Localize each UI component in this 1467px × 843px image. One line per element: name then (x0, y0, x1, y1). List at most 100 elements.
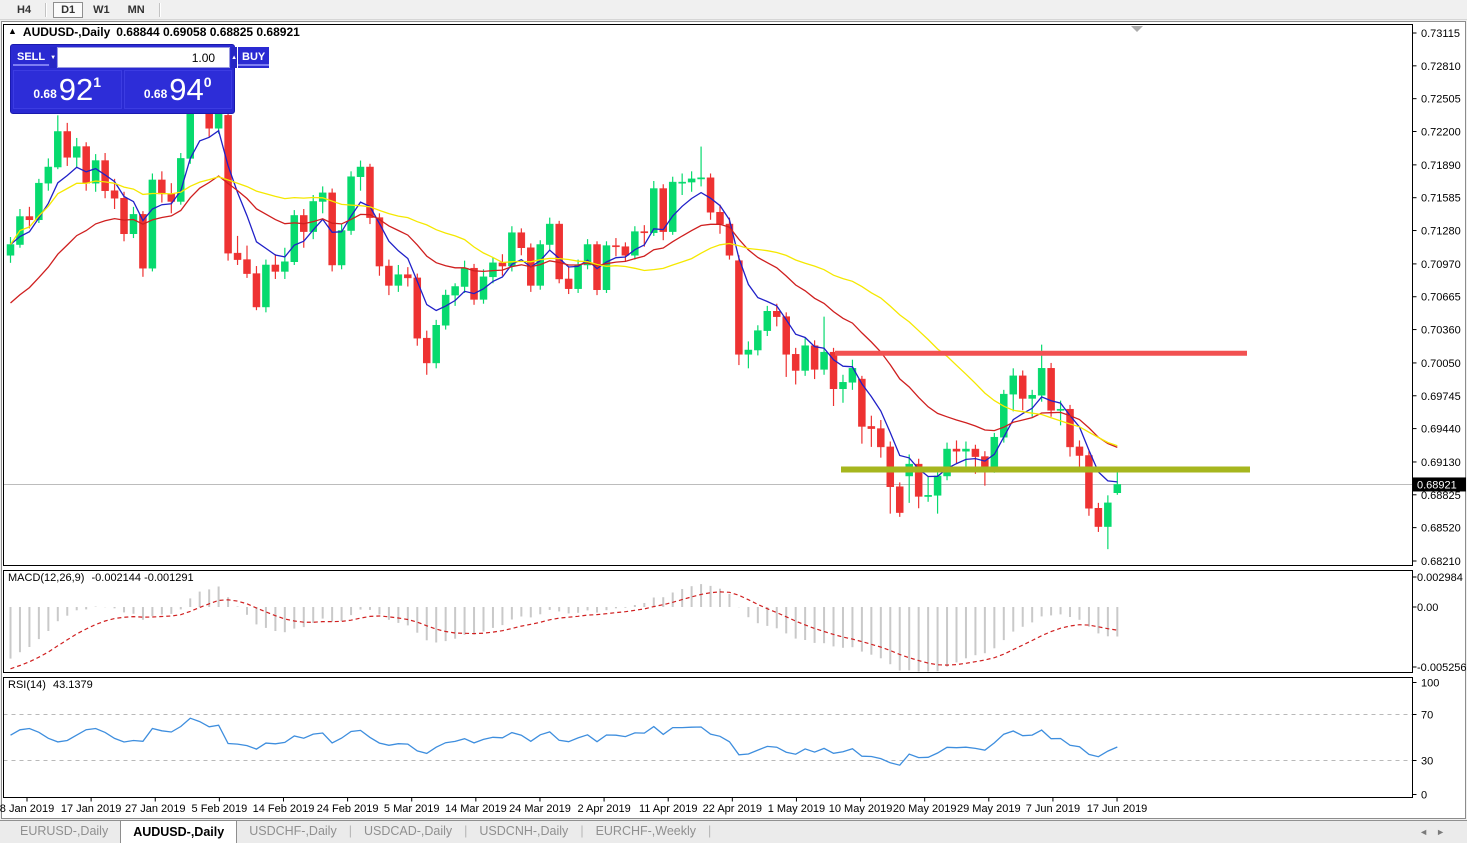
candle (952, 448, 961, 452)
tab-scroll-right-icon[interactable]: ► (1436, 827, 1453, 837)
symbol-period-label: AUDUSD-,Daily (22, 25, 111, 39)
candle (1094, 508, 1103, 527)
volume-increase-button[interactable]: ▲ (231, 47, 238, 68)
chart-tab-eurusd-daily[interactable]: EURUSD-,Daily (20, 824, 109, 838)
candle (782, 316, 790, 355)
candle (91, 160, 100, 184)
candle (394, 274, 403, 286)
candle (233, 252, 242, 260)
candle (158, 179, 166, 195)
date-tick-label: 2 Apr 2019 (577, 803, 630, 815)
chart-tab-usdchf-daily[interactable]: USDCHF-,Daily (249, 824, 337, 838)
tab-scroll-arrows[interactable]: ◄► (1419, 827, 1453, 837)
date-tick-label: 8 Jan 2019 (0, 803, 54, 815)
candle (110, 190, 119, 199)
candle (962, 448, 970, 452)
volume-decrease-button[interactable]: ▼ (50, 47, 57, 68)
candle (139, 214, 147, 269)
candle (914, 463, 923, 497)
collapse-panel-icon[interactable]: ▲ (8, 26, 17, 36)
toolbar-separator (158, 2, 161, 17)
chart-shift-marker-icon[interactable] (1131, 26, 1143, 32)
price-tick-label: 0.68210 (1421, 556, 1461, 568)
candle (1037, 368, 1046, 396)
candle (829, 351, 838, 390)
price-tick-label: 0.71585 (1421, 193, 1461, 205)
candle (839, 382, 847, 390)
candle (583, 244, 592, 266)
svg-text:70: 70 (1421, 710, 1433, 722)
timeframe-button-w1[interactable]: W1 (93, 3, 110, 16)
timeframe-button-d1[interactable]: D1 (53, 1, 84, 18)
candle (1009, 375, 1018, 395)
price-tick-label: 0.68520 (1421, 523, 1461, 535)
price-tick-label: 0.73115 (1421, 28, 1460, 40)
candle (631, 231, 639, 256)
candle (120, 197, 128, 235)
timeframe-button-mn[interactable]: MN (127, 3, 145, 16)
timeframe-button-h4[interactable]: H4 (17, 3, 32, 16)
chart-tab-usdcad-daily[interactable]: USDCAD-,Daily (363, 824, 453, 838)
candle (754, 330, 762, 351)
candle (1085, 455, 1093, 509)
date-tick-label: 14 Feb 2019 (253, 803, 315, 815)
sell-price-button[interactable]: 0.68 92 1 (13, 70, 122, 109)
chart-tab-audusd-daily[interactable]: AUDUSD-,Daily (120, 820, 238, 843)
candle (214, 114, 223, 129)
price-tick-label: 0.68825 (1421, 490, 1461, 502)
candle (981, 456, 989, 468)
candle (489, 262, 497, 278)
candle (54, 131, 62, 168)
candle (990, 436, 999, 468)
candle (1000, 393, 1008, 438)
candle (1113, 484, 1122, 494)
buy-button[interactable]: BUY (238, 47, 270, 68)
candle (697, 177, 705, 180)
price-tick-label: 0.70970 (1421, 259, 1461, 271)
slow-ma-line (9, 176, 1118, 447)
macd-signal-line (10, 591, 1118, 670)
candle (385, 265, 393, 286)
date-axis: 8 Jan 2019 17 Jan 2019 27 Jan 2019 5 Feb 20… (0, 797, 1147, 815)
date-tick-label: 20 May 2019 (893, 803, 957, 815)
candle (668, 181, 677, 232)
candle (25, 216, 34, 221)
rsi-pane-border (3, 677, 1413, 798)
candle (791, 354, 800, 371)
price-tick-label: 0.71280 (1421, 226, 1461, 238)
candle (848, 368, 857, 383)
candle (1066, 408, 1074, 448)
candle (725, 223, 734, 256)
tab-scroll-left-icon[interactable]: ◄ (1419, 827, 1437, 837)
chart-tab-usdcnh-daily[interactable]: USDCNH-,Daily (479, 824, 569, 838)
candle (933, 475, 942, 496)
candle (1075, 446, 1084, 456)
candle (129, 214, 138, 235)
candle (44, 166, 53, 184)
candle (1047, 368, 1055, 411)
volume-input[interactable] (57, 47, 231, 68)
date-tick-label: 17 Jan 2019 (61, 803, 122, 815)
candle (555, 223, 563, 280)
date-tick-label: 7 Jun 2019 (1026, 803, 1080, 815)
price-tick-label: 0.72505 (1421, 94, 1461, 106)
sell-button[interactable]: SELL (13, 47, 50, 68)
svg-text:0.00: 0.00 (1417, 602, 1438, 614)
chart-tab-eurchf-weekly[interactable]: EURCHF-,Weekly (595, 824, 697, 838)
candle (375, 217, 384, 267)
candle (895, 486, 904, 513)
date-tick-label: 1 May 2019 (768, 803, 825, 815)
buy-price-button[interactable]: 0.68 94 0 (123, 70, 232, 109)
candle (763, 311, 772, 331)
svg-text:-0.005256: -0.005256 (1417, 662, 1467, 674)
candle (347, 176, 355, 231)
candle (650, 188, 658, 233)
candle (517, 232, 526, 249)
date-tick-label: 22 Apr 2019 (703, 803, 762, 815)
candle (328, 192, 336, 266)
price-tick-label: 0.69745 (1421, 391, 1461, 403)
candle (271, 264, 280, 272)
chart-quote-header: ▲ AUDUSD-,Daily 0.68844 0.69058 0.68825 … (8, 25, 300, 39)
